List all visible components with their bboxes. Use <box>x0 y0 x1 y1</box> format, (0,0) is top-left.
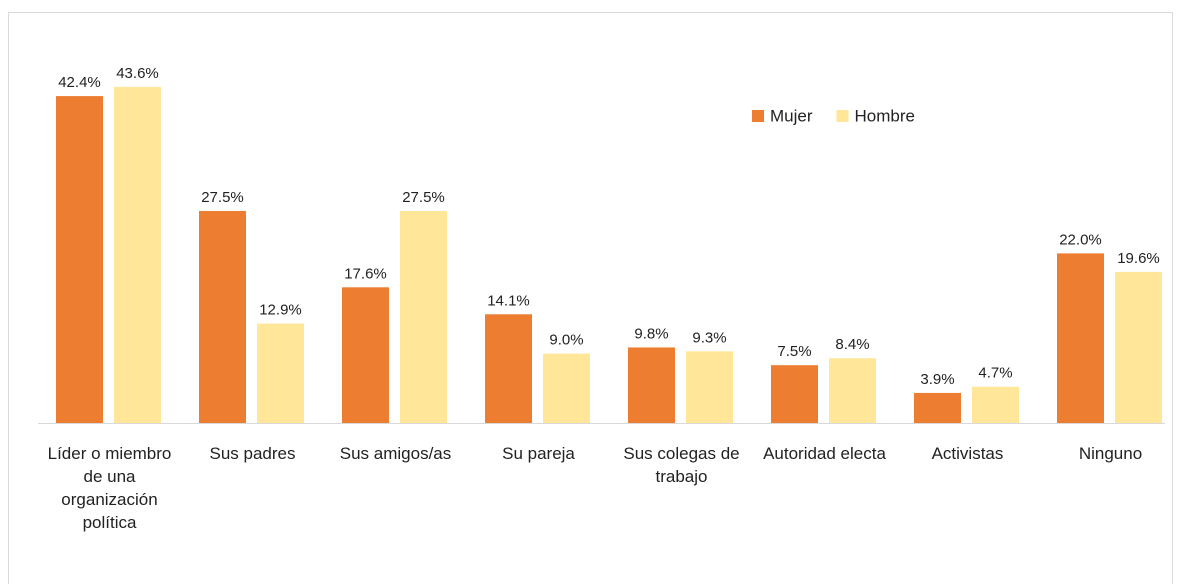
legend-swatch <box>752 110 764 122</box>
bar <box>1115 271 1162 423</box>
bar <box>400 210 447 423</box>
data-label: 27.5% <box>402 189 445 206</box>
data-label: 7.5% <box>777 343 811 360</box>
bar <box>628 347 675 423</box>
bar <box>771 365 818 423</box>
data-label: 19.6% <box>1117 250 1160 267</box>
bar <box>543 353 590 423</box>
bar <box>342 287 389 423</box>
x-tick-label: Su pareja <box>502 444 575 463</box>
data-label: 9.0% <box>549 332 583 349</box>
data-label: 17.6% <box>344 265 387 282</box>
data-label: 22.0% <box>1059 231 1102 248</box>
bar <box>485 314 532 423</box>
bar <box>1057 253 1104 423</box>
chart-border <box>8 12 1173 584</box>
data-label: 4.7% <box>978 365 1012 382</box>
legend-label: Hombre <box>855 106 915 125</box>
bar <box>199 210 246 423</box>
x-tick-label: Ninguno <box>1078 444 1143 463</box>
legend-swatch <box>836 110 849 122</box>
x-tick-label: Sus colegas de trabajo <box>623 444 740 486</box>
x-tick-label: Sus padres <box>209 444 296 463</box>
data-label: 9.3% <box>692 329 726 346</box>
data-label: 8.4% <box>835 336 869 353</box>
data-label: 42.4% <box>58 74 101 91</box>
bar <box>257 323 304 423</box>
bar <box>56 96 103 423</box>
x-tick-label: Autoridad electa <box>763 444 886 463</box>
bar <box>972 386 1019 423</box>
x-tick-label: Sus amigos/as <box>339 444 452 463</box>
data-label: 9.8% <box>634 325 668 342</box>
bar <box>114 86 161 424</box>
x-tick-label: Líder o miembro de una organización polí… <box>47 444 172 532</box>
x-tick-label: Activistas <box>931 444 1004 463</box>
legend-label: Mujer <box>770 106 813 125</box>
data-label: 3.9% <box>920 371 954 388</box>
data-label: 12.9% <box>259 302 302 319</box>
bar <box>914 392 961 423</box>
data-label: 27.5% <box>201 189 244 206</box>
data-label: 14.1% <box>487 292 530 309</box>
data-label: 43.6% <box>116 65 159 82</box>
bar <box>829 358 876 423</box>
bar <box>686 351 733 423</box>
